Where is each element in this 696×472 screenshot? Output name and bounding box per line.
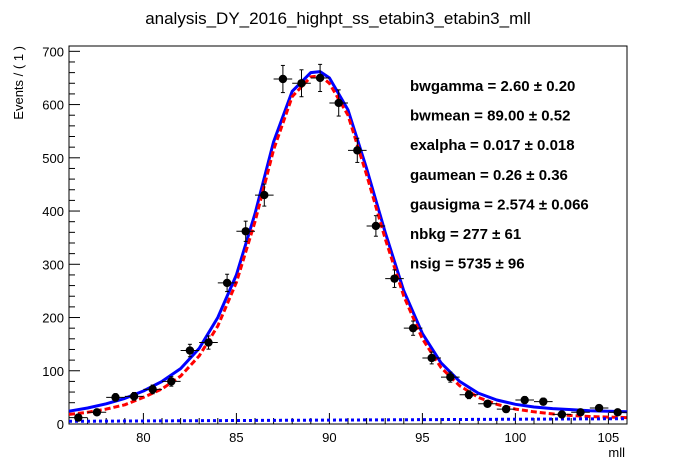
data-marker (501, 404, 511, 414)
data-point (571, 408, 590, 417)
data-marker (278, 74, 288, 84)
data-marker (557, 410, 567, 419)
data-marker (408, 323, 418, 333)
data-point (69, 413, 88, 422)
data-point (534, 397, 553, 406)
y-tick-label: 700 (42, 44, 64, 59)
signal-component-line (68, 74, 628, 420)
data-marker (315, 73, 325, 83)
fit-param-0: bwgamma = 2.60 ± 0.20 (410, 78, 575, 95)
data-point (87, 408, 107, 417)
data-point (496, 404, 516, 414)
data-marker (576, 408, 585, 417)
y-tick-label: 0 (57, 417, 64, 432)
data-marker (520, 395, 529, 405)
data-marker (260, 190, 269, 200)
data-marker (297, 79, 306, 88)
data-point (608, 408, 627, 417)
data-marker (390, 274, 399, 283)
y-tick-label: 300 (42, 257, 64, 272)
data-point (310, 63, 330, 93)
data-marker (204, 338, 213, 347)
data-point (515, 395, 534, 405)
data-marker (129, 392, 139, 401)
data-point (403, 320, 423, 336)
data-point (255, 183, 274, 207)
data-point (236, 220, 255, 242)
data-marker (353, 146, 362, 155)
x-tick-label: 105 (598, 430, 620, 445)
data-point (329, 89, 348, 117)
data-point (441, 371, 460, 383)
data-point (589, 403, 609, 413)
data-point (292, 69, 311, 98)
data-marker (371, 221, 381, 231)
data-marker (427, 353, 436, 363)
y-tick-label: 500 (42, 151, 64, 166)
y-tick-label: 600 (42, 98, 64, 113)
fit-param-3: gaumean = 0.26 ± 0.36 (410, 167, 568, 184)
data-point (552, 410, 572, 419)
data-point (162, 376, 181, 387)
y-tick-label: 100 (42, 364, 64, 379)
data-point (348, 137, 367, 163)
y-axis-label: Events / ( 1 ) (11, 46, 26, 120)
data-point (385, 269, 404, 288)
data-point (459, 390, 479, 400)
x-tick-label: 100 (505, 430, 527, 445)
data-point (478, 399, 497, 408)
data-marker (222, 278, 232, 288)
data-marker (111, 393, 120, 402)
data-marker (334, 98, 343, 108)
x-axis-label: mll (608, 445, 625, 460)
data-point (273, 64, 293, 94)
data-marker (483, 399, 492, 408)
chart-title: analysis_DY_2016_highpt_ss_etabin3_etabi… (145, 9, 531, 28)
data-marker (92, 408, 102, 417)
x-tick-label: 80 (136, 430, 150, 445)
data-marker (241, 227, 250, 236)
data-marker (74, 413, 83, 422)
data-point (143, 384, 162, 395)
data-marker (446, 372, 455, 382)
data-marker (148, 385, 157, 394)
fit-param-6: nsig = 5735 ± 96 (410, 256, 525, 273)
data-marker (185, 346, 195, 355)
data-point (180, 343, 200, 358)
data-point (217, 273, 237, 293)
data-marker (167, 377, 176, 386)
data-point (106, 393, 125, 402)
y-tick-label: 200 (42, 311, 64, 326)
fit-param-5: nbkg = 277 ± 61 (410, 226, 521, 243)
data-marker (594, 403, 604, 413)
data-marker (464, 390, 474, 399)
fit-param-4: gausigma = 2.574 ± 0.066 (410, 196, 589, 213)
data-point (366, 215, 386, 237)
data-point (422, 351, 441, 365)
data-point (199, 335, 218, 350)
fit-param-1: bwmean = 89.00 ± 0.52 (410, 108, 570, 125)
x-tick-label: 90 (322, 430, 336, 445)
data-point (124, 391, 144, 401)
x-tick-label: 85 (229, 430, 243, 445)
fit-param-2: exalpha = 0.017 ± 0.018 (410, 137, 575, 154)
data-marker (613, 408, 622, 417)
x-tick-label: 95 (415, 430, 429, 445)
y-tick-label: 400 (42, 204, 64, 219)
data-marker (539, 397, 548, 406)
